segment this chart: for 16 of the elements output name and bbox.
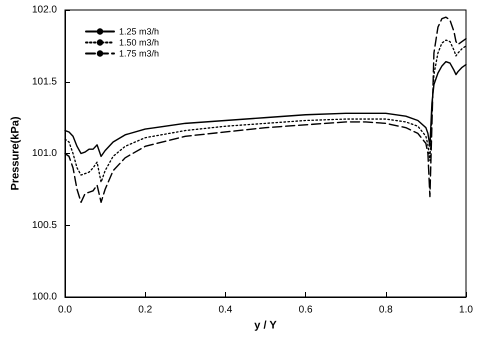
x-tick-label: 0.2 bbox=[138, 304, 153, 316]
y-tick-label: 101.5 bbox=[32, 76, 58, 88]
x-tick-label: 0.0 bbox=[58, 304, 72, 316]
y-axis-title: Pressure(kPa) bbox=[10, 116, 22, 190]
x-axis-title: y / Y bbox=[254, 319, 278, 332]
x-tick-label: 0.6 bbox=[298, 304, 313, 316]
legend-label: 1.75 m3/h bbox=[119, 48, 160, 58]
y-tick-label: 102.0 bbox=[32, 4, 58, 16]
x-tick-label: 0.8 bbox=[378, 304, 394, 316]
x-tick-label: 1.0 bbox=[459, 304, 474, 316]
y-tick-label: 101.0 bbox=[32, 148, 58, 159]
y-tick-label: 100.0 bbox=[32, 292, 58, 302]
legend-label: 1.25 m3/h bbox=[119, 26, 160, 36]
y-tick-label: 100.5 bbox=[32, 220, 58, 231]
x-tick-label: 0.4 bbox=[218, 304, 233, 316]
legend-label: 1.50 m3/h bbox=[119, 38, 160, 48]
